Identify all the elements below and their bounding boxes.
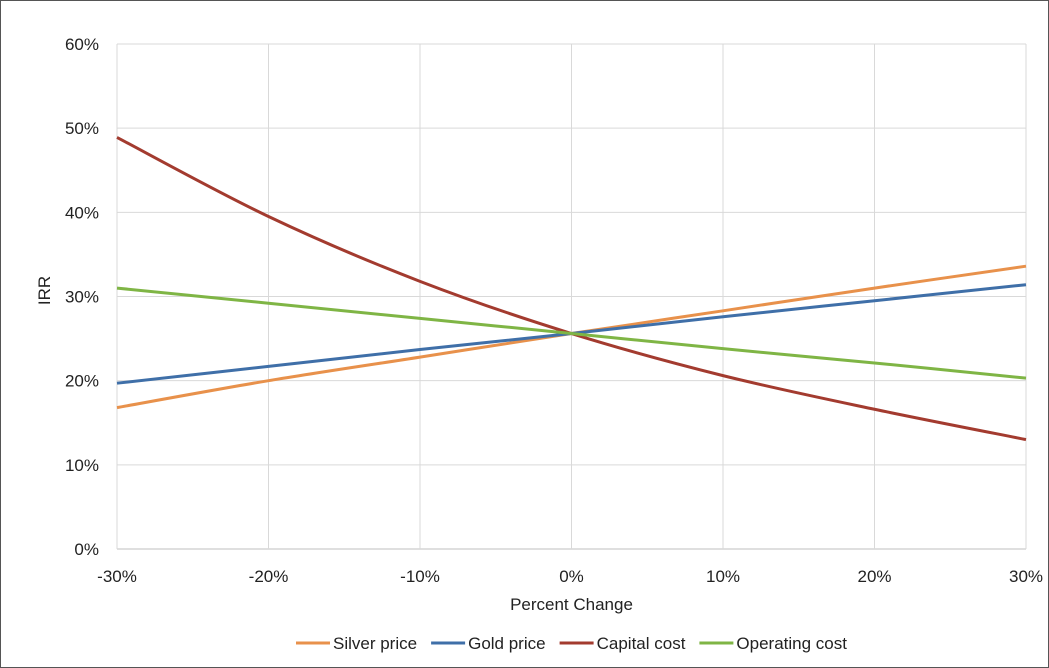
y-tick-label: 40% (65, 203, 99, 222)
x-tick-label: 0% (559, 567, 584, 586)
x-tick-label: 10% (706, 567, 740, 586)
legend-label: Capital cost (597, 634, 686, 653)
x-tick-label: 20% (857, 567, 891, 586)
legend-label: Silver price (333, 634, 417, 653)
x-axis-title: Percent Change (510, 595, 633, 614)
x-tick-label: -10% (400, 567, 440, 586)
y-tick-label: 30% (65, 288, 99, 307)
x-tick-label: -20% (249, 567, 289, 586)
y-tick-label: 20% (65, 372, 99, 391)
legend-item-gold-price: Gold price (431, 634, 546, 653)
series-line-operating-cost (116, 286, 1027, 380)
legend-item-operating-cost: Operating cost (699, 634, 847, 653)
y-axis-title: IRR (35, 276, 54, 305)
y-tick-label: 50% (65, 119, 99, 138)
legend-label: Gold price (468, 634, 545, 653)
gridlines (116, 43, 1027, 550)
series-lines (116, 136, 1027, 442)
x-tick-label: 30% (1009, 567, 1043, 586)
x-axis-tick-labels: -30% -20% -10% 0% 10% 20% 30% (97, 567, 1043, 586)
legend-item-silver-price: Silver price (296, 634, 417, 653)
legend-label: Operating cost (736, 634, 847, 653)
y-axis-tick-labels: 0% 10% 20% 30% 40% 50% 60% (65, 35, 99, 559)
legend: Silver price Gold price Capital cost Operat… (296, 634, 847, 653)
x-tick-label: -30% (97, 567, 137, 586)
legend-item-capital-cost: Capital cost (559, 634, 686, 653)
y-tick-label: 60% (65, 35, 99, 54)
y-tick-label: 0% (74, 540, 99, 559)
y-tick-label: 10% (65, 456, 99, 475)
